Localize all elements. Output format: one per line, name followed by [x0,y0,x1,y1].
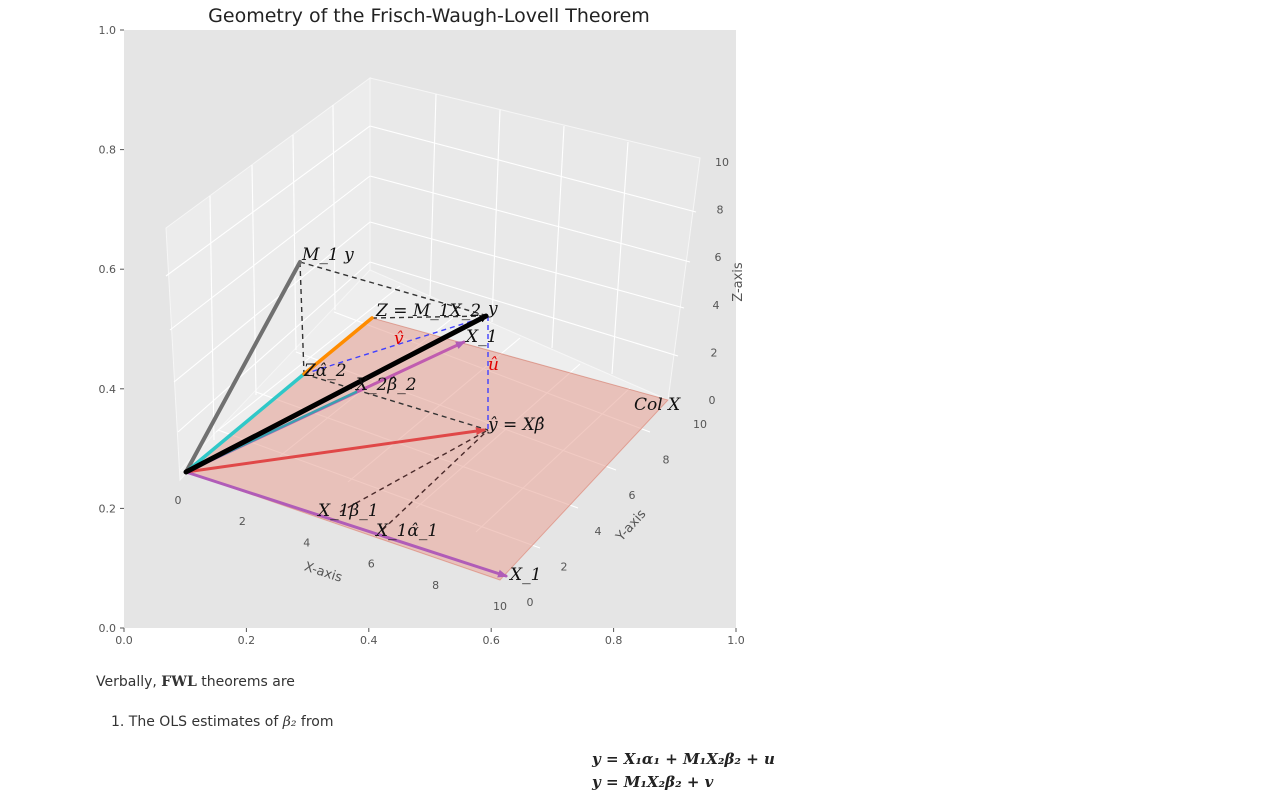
verbally-prefix: Verbally, [96,674,162,690]
outer-y-tick-label: 0.6 [99,263,117,276]
y-axis-tick-label: 0 [527,596,534,609]
z-axis-tick-label: 8 [717,204,724,217]
vector-m1y [184,260,302,474]
fwl-figure: Geometry of the Frisch-Waugh-Lovell Theo… [99,5,747,647]
outer-y-tick-label: 0.8 [99,144,117,157]
pane-3d [165,77,701,581]
x-axis-tick-label: 0 [175,494,182,507]
x-axis-tick-label: 2 [239,515,246,528]
y-axis-tick-label: 6 [629,489,636,502]
z-axis-label: Z-axis [731,262,746,302]
label-yhat: ŷ = Xβ̂ [487,415,545,435]
z-axis-tick-label: 4 [713,299,720,312]
list-item-1: 1. The OLS estimates of β₂ from [111,714,334,730]
y-axis-tick-label: 8 [663,454,670,467]
label-uhat: û [488,355,499,375]
vector-y [183,313,489,475]
label-x1-beta1: X_1β̂_1 [316,501,379,521]
grid-3d [165,93,697,549]
outer-y-tick-label: 0.4 [99,383,117,396]
x-axis-tick-label: 10 [493,600,507,613]
item1-suffix: from [296,714,334,730]
outer-x-tick-label: 1.0 [727,634,745,647]
vector-z-alpha [184,372,306,474]
vector-z [302,316,374,376]
outer-x-tick-label: 0.6 [482,634,500,647]
label-x1-alpha1: X_1α̂_1 [374,521,438,541]
z-axis-tick-label: 6 [715,251,722,264]
label-x2-beta2: X_2β̂_2 [354,375,417,395]
equation-2: y = M₁X₂β₂ + v [592,773,714,791]
verbally-line: Verbally, FWL theorems are [96,674,295,690]
z-axis-tick-label: 2 [711,346,718,359]
outer-y-tick-label: 0.2 [99,502,117,515]
projection-lines [299,261,489,537]
vector-yhat [184,427,486,474]
x-axis-tick-label: 4 [303,536,310,549]
beta2-symbol: β₂ [282,714,297,730]
outer-x-tick-label: 0.0 [115,634,133,647]
item1-prefix: 1. The OLS estimates of [111,714,283,730]
verbally-suffix: theorems are [196,674,295,690]
z-axis-tick-label: 0 [709,394,716,407]
label-x2: X_1 [464,327,497,347]
y-axis-tick-label: 2 [561,560,568,573]
chart-title: Geometry of the Frisch-Waugh-Lovell Theo… [208,5,650,27]
outer-x-tick-label: 0.8 [605,634,623,647]
vector-x1 [184,470,508,578]
vectors [183,260,508,578]
label-m1y: M_1 y [301,245,354,265]
outer-y-tick-label: 1.0 [99,24,117,37]
x-axis-tick-label: 6 [368,558,375,571]
label-z-alpha: Zα̂_2 [303,361,347,381]
label-z: Z = M_1X_2 [375,301,481,321]
y-axis-tick-label: 10 [693,418,707,431]
equation-1: y = X₁α₁ + M₁X₂β₂ + u [592,750,775,768]
label-vhat: v̂ [394,329,404,349]
x-axis-tick-label: 8 [432,579,439,592]
outer-x-tick-label: 0.4 [360,634,378,647]
label-x1: X_1 [508,565,541,585]
outer-axis-ticks: 0.0 0.2 0.4 0.6 0.8 1.0 0.0 0.2 0.4 0.6 0.8 1.0 [99,24,745,647]
label-y: y [487,299,498,319]
fwl-term: FWL [161,674,197,690]
outer-y-tick-label: 0.0 [99,622,117,635]
label-col-x: Col X [634,395,681,415]
outer-x-tick-label: 0.2 [238,634,256,647]
vector-labels: M_1 y Z = M_1X_2 y X_1 Zα̂_2 X_2β̂_2 ŷ =… [301,245,681,585]
y-axis-tick-label: 4 [595,525,602,538]
z-axis-tick-label: 10 [715,156,729,169]
